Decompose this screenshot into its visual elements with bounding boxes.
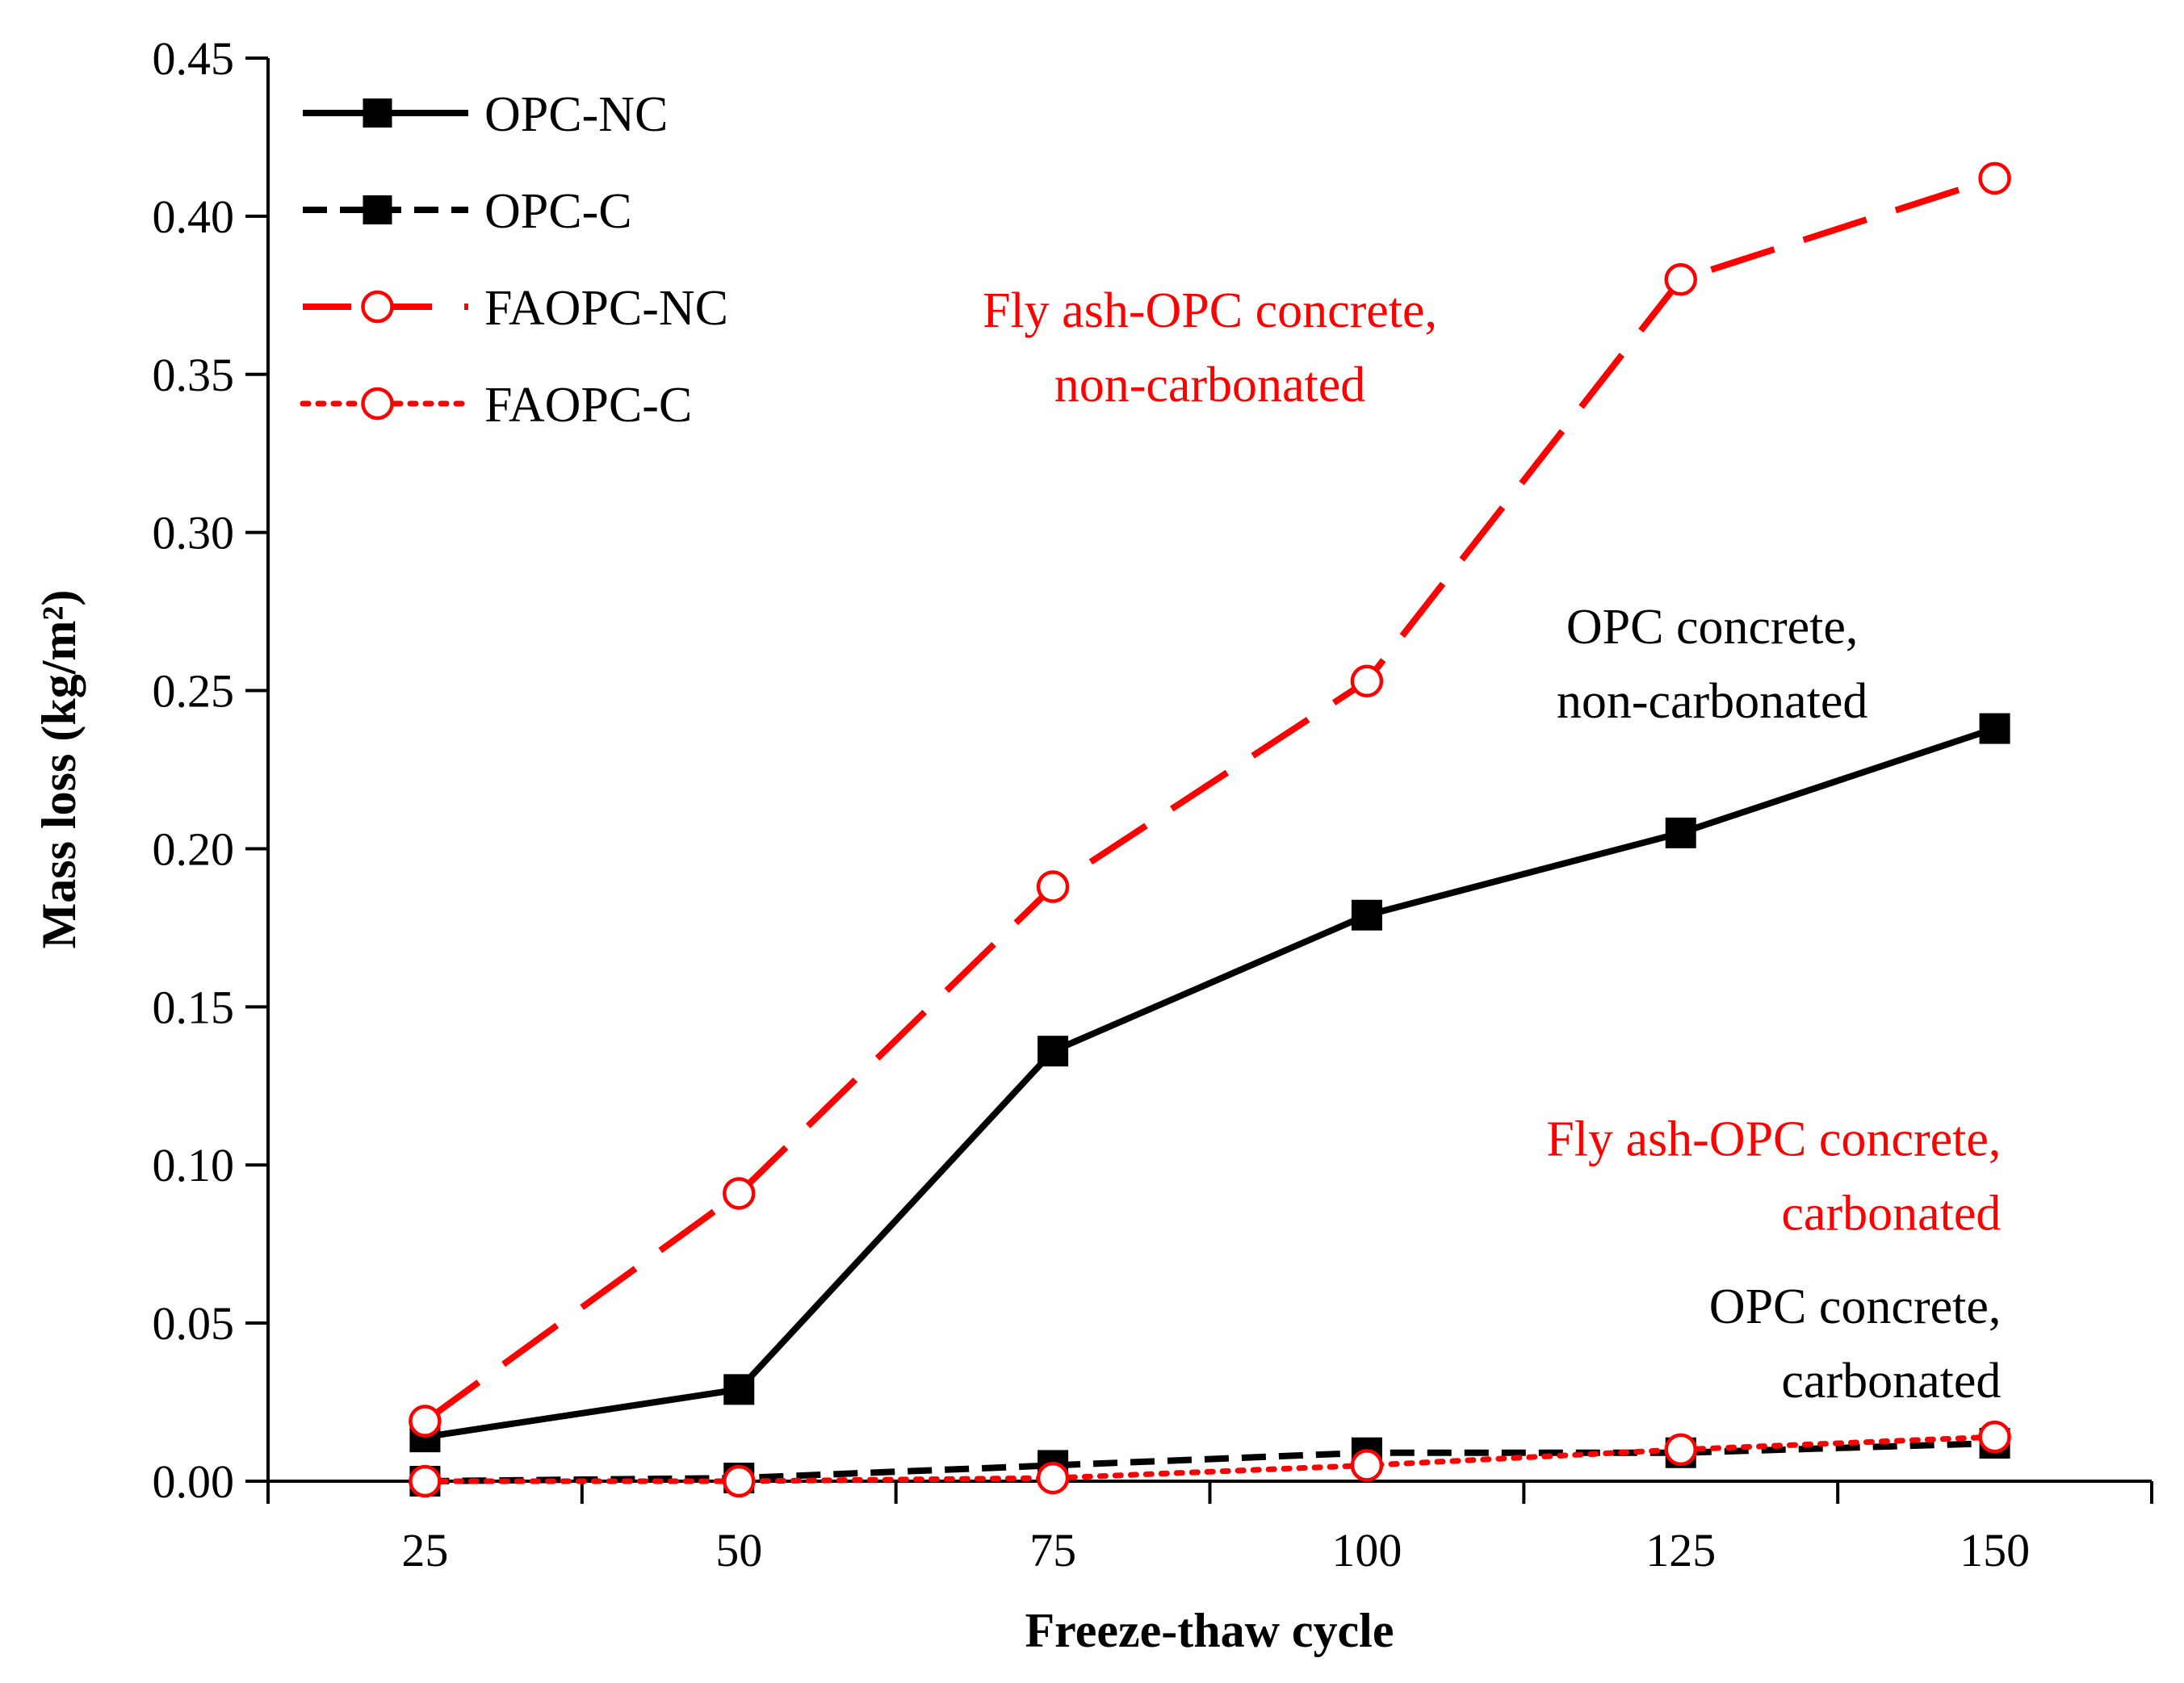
data-point [1351, 899, 1382, 931]
y-tick-label: 0.40 [153, 190, 235, 243]
chart-annotation: OPC concrete, non-carbonated [1557, 600, 1868, 729]
data-point [409, 1464, 442, 1498]
legend-item-opc-c: OPC-C [303, 184, 632, 239]
y-tick-label: 0.45 [153, 32, 235, 85]
legend-label: FAOPC-NC [484, 281, 728, 336]
legend-swatch-marker [363, 98, 392, 128]
y-axis-title: Mass loss (kg/m²) [32, 590, 86, 949]
x-tick-label: 50 [715, 1524, 762, 1576]
data-point [1665, 817, 1696, 848]
annotation-line: carbonated [1781, 1354, 2001, 1409]
x-tick-label: 100 [1331, 1524, 1402, 1576]
x-tick-label: 125 [1645, 1524, 1716, 1576]
y-tick-label: 0.15 [153, 981, 235, 1033]
data-point [1038, 1036, 1069, 1067]
legend-swatch-marker [363, 195, 392, 224]
legend-item-opc-nc: OPC-NC [303, 87, 668, 142]
y-tick-label: 0.25 [153, 665, 235, 718]
y-tick-label: 0.00 [153, 1455, 235, 1508]
series-line [421, 1434, 1998, 1484]
legend-label: OPC-C [484, 184, 632, 239]
data-point [1036, 1461, 1070, 1495]
legend-swatch-marker [361, 387, 394, 421]
legend-item-faopc-nc: FAOPC-NC [303, 281, 728, 336]
data-point [723, 1464, 756, 1498]
series-opc-nc [409, 713, 2010, 1453]
annotation-line: non-carbonated [1557, 674, 1868, 729]
x-tick-label: 25 [401, 1524, 448, 1576]
series-faopc-c [409, 1420, 2011, 1498]
y-tick-label: 0.20 [153, 823, 235, 875]
chart-annotation: Fly ash-OPC concrete, carbonated [1546, 1112, 2001, 1241]
data-point [1664, 262, 1697, 296]
y-tick-label: 0.10 [153, 1139, 235, 1191]
y-tick-label: 0.05 [153, 1297, 235, 1350]
series-faopc-nc [409, 161, 2011, 1438]
data-point [1350, 664, 1384, 698]
y-tick-label: 0.30 [153, 507, 235, 559]
x-tick-label: 150 [1960, 1524, 2030, 1576]
annotation-line: Fly ash-OPC concrete, [1546, 1112, 2001, 1166]
ticks: 0.00 0.05 0.10 0.15 0.20 0.25 0.30 0.35 0.40 0.45… [153, 32, 2153, 1576]
x-tick-label: 75 [1029, 1524, 1076, 1576]
data-point [1036, 870, 1070, 903]
chart-annotation: Fly ash-OPC concrete, non-carbonated [983, 283, 1437, 412]
annotation-line: non-carbonated [1054, 358, 1366, 412]
series [409, 161, 2011, 1498]
annotation-line: carbonated [1781, 1186, 2001, 1241]
legend-swatch-marker [361, 290, 394, 324]
legend: OPC-NC OPC-C FAOPC-NC FAOPC-C [300, 87, 728, 433]
legend-label: FAOPC-C [484, 378, 692, 433]
data-point [723, 1374, 755, 1405]
series-line [424, 725, 1996, 1441]
legend-item-faopc-c: FAOPC-C [300, 378, 692, 433]
series-line [423, 175, 1996, 1424]
legend-label: OPC-NC [484, 87, 668, 142]
data-point [1978, 1420, 2011, 1454]
annotation-line: Fly ash-OPC concrete, [983, 283, 1437, 338]
annotation-line: OPC concrete, [1709, 1279, 2002, 1334]
data-point [723, 1177, 756, 1210]
x-axis-title: Freeze-thaw cycle [1025, 1604, 1394, 1657]
data-point [1664, 1433, 1697, 1467]
data-point [1978, 161, 2011, 195]
y-tick-label: 0.35 [153, 349, 235, 401]
data-point [1350, 1449, 1384, 1482]
annotation-line: OPC concrete, [1566, 600, 1859, 655]
chart-annotation: OPC concrete, carbonated [1709, 1279, 2002, 1409]
data-point [409, 1405, 442, 1438]
data-point [1979, 713, 2010, 744]
